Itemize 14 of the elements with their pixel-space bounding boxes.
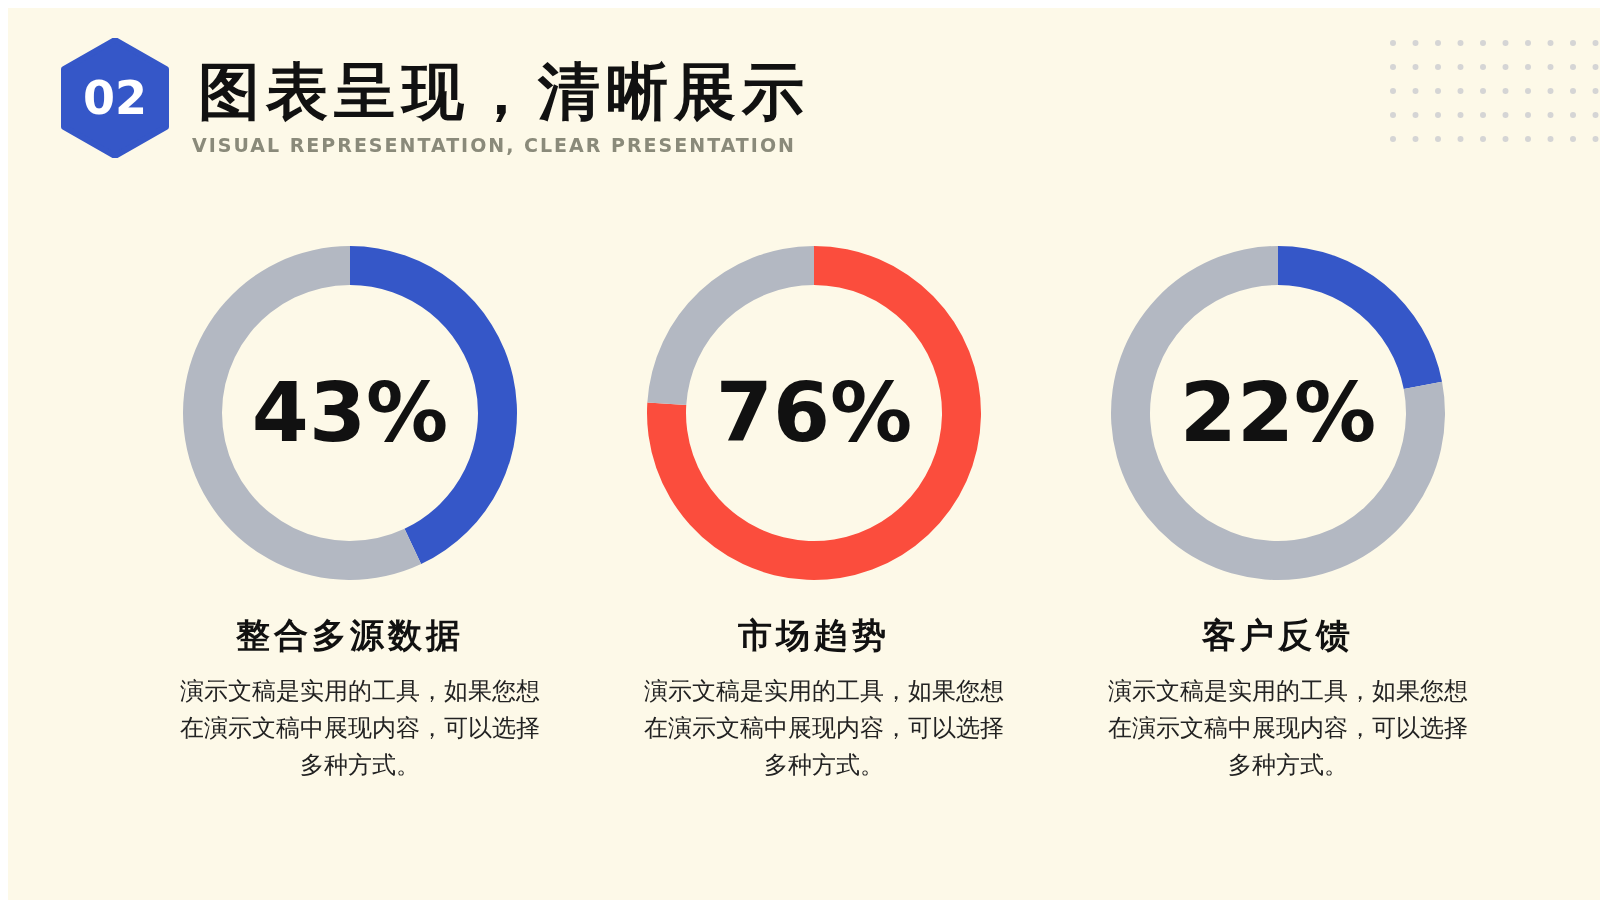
donut-slice xyxy=(647,246,981,580)
text: 市场趋势 xyxy=(737,614,891,657)
text: 演示文稿是实用的工具，如果您想在演示文稿中展现内容，可以选择多种方式。 xyxy=(1107,676,1469,781)
text: 客户反馈 xyxy=(1201,614,1355,657)
text: 演示文稿是实用的工具，如果您想在演示文稿中展现内容，可以选择多种方式。 xyxy=(179,676,541,781)
data-label: 22% xyxy=(1178,364,1378,462)
text: VISUAL REPRESENTATION, CLEAR PRESENTATION xyxy=(192,134,796,156)
data-label: 43% xyxy=(250,364,450,462)
text: 图表呈现，清晰展示 xyxy=(198,54,810,130)
donut-slice xyxy=(1111,246,1445,580)
data-label: 76% xyxy=(714,364,914,462)
text: 整合多源数据 xyxy=(235,614,465,657)
text: 演示文稿是实用的工具，如果您想在演示文稿中展现内容，可以选择多种方式。 xyxy=(643,676,1005,781)
hexagon-badge: 02 xyxy=(60,38,170,158)
